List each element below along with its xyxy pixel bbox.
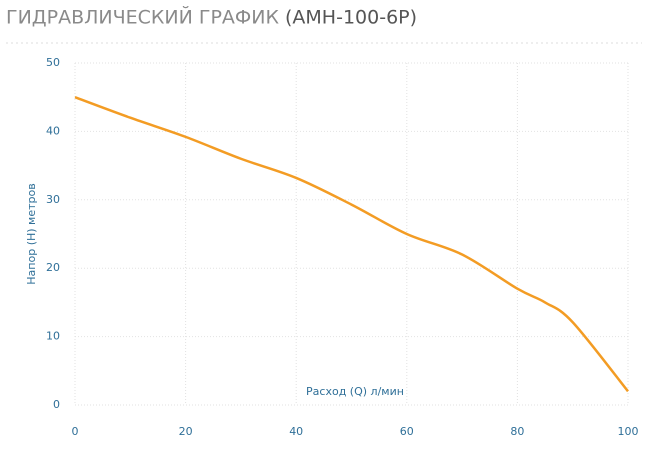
x-tick-label: 60 — [400, 425, 414, 438]
data-line — [74, 96, 629, 393]
y-tick-label: 20 — [46, 261, 60, 274]
x-tick-label: 100 — [618, 425, 639, 438]
x-tick-label: 0 — [72, 425, 79, 438]
x-axis-label: Расход (Q) л/мин — [306, 385, 404, 398]
x-tick-label: 20 — [179, 425, 193, 438]
chart-subtitle: (АМН-100-6Р) — [285, 7, 417, 29]
chart-title: ГИДРАВЛИЧЕСКИЙ ГРАФИК — [6, 6, 279, 29]
y-tick-label: 30 — [46, 193, 60, 206]
y-tick-label: 50 — [46, 56, 60, 69]
y-axis-label: Напор (H) метров — [25, 183, 38, 284]
x-tick-label: 40 — [289, 425, 303, 438]
y-tick-label: 10 — [46, 330, 60, 343]
y-tick-label: 0 — [53, 398, 60, 411]
x-tick-label: 80 — [510, 425, 524, 438]
y-tick-label: 40 — [46, 124, 60, 137]
